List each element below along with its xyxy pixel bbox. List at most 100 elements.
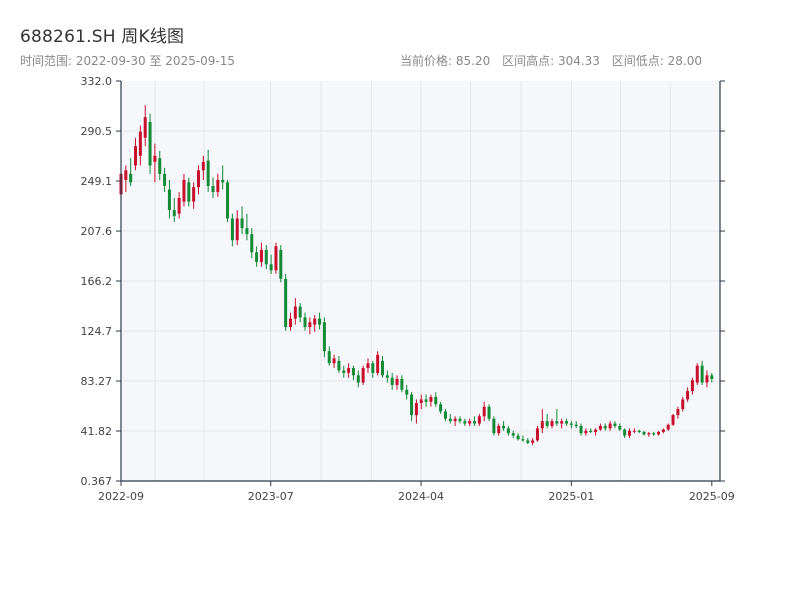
candle [351, 365, 355, 381]
range-end: 2025-09-15 [165, 54, 236, 68]
candle [259, 242, 263, 267]
candle-body [681, 399, 685, 410]
candle [598, 423, 602, 431]
candle [555, 409, 559, 426]
candle [153, 143, 157, 183]
candle-body [569, 423, 573, 425]
candle [414, 399, 418, 424]
candle-body [632, 430, 636, 432]
candle-body [502, 425, 506, 429]
candle-body [196, 170, 200, 188]
candle-body [318, 318, 322, 325]
candle-body [521, 439, 525, 441]
range-label: 时间范围: [20, 54, 73, 68]
candle-body [463, 421, 467, 424]
candle-body [143, 117, 147, 138]
candle-body [124, 170, 128, 180]
candle-body [700, 365, 704, 383]
candle-body [269, 264, 273, 271]
y-tick-label: 290.5 [81, 125, 113, 138]
candle-body [206, 160, 210, 186]
candle [647, 431, 651, 437]
candle-body [250, 234, 254, 253]
candle-body [390, 377, 394, 385]
candle-body [608, 423, 612, 429]
candle [497, 423, 501, 436]
candle-body [337, 360, 341, 371]
candle [550, 418, 554, 429]
candle-body [642, 431, 646, 435]
candle-body [652, 433, 656, 435]
grid-lines [121, 81, 720, 481]
y-tick-label: 124.7 [81, 325, 113, 338]
candle-body [342, 370, 346, 373]
candle [637, 429, 641, 434]
candle [666, 423, 670, 431]
candle-body [240, 218, 244, 229]
candle [138, 125, 142, 166]
candle-body [603, 425, 607, 429]
candle-body [410, 394, 414, 416]
candle [327, 346, 331, 366]
candle [284, 273, 288, 331]
candle-body [429, 397, 433, 402]
candle [182, 173, 186, 207]
candle-body [192, 187, 196, 202]
candle-body [172, 210, 176, 217]
candle-body [671, 415, 675, 425]
candle-body [492, 418, 496, 434]
candle [308, 317, 312, 335]
candle [366, 358, 370, 373]
candle [410, 392, 414, 422]
candle [255, 246, 259, 267]
candle [531, 438, 535, 446]
candle [589, 428, 593, 434]
y-tick-label: 166.2 [81, 275, 113, 288]
candle [303, 312, 307, 331]
candle [158, 150, 162, 180]
candle-body [327, 351, 331, 364]
candle-body [284, 278, 288, 328]
candle-body [361, 368, 365, 383]
candle [395, 375, 399, 390]
candle [545, 413, 549, 429]
candle [477, 413, 481, 426]
candle-body [381, 360, 385, 376]
candle [192, 182, 196, 209]
candle [134, 137, 138, 171]
candle-body [405, 389, 409, 395]
candle [318, 312, 322, 330]
candle-body [594, 429, 598, 432]
candle-body [487, 406, 491, 419]
candle-body [245, 228, 249, 235]
candle [710, 372, 714, 383]
candle [129, 158, 133, 186]
candle-body [274, 246, 278, 271]
candle [163, 167, 167, 192]
candle [574, 421, 578, 429]
candle-body [134, 146, 138, 166]
candle [448, 413, 452, 424]
range-high-label: 区间高点: [502, 54, 555, 68]
x-tick-label: 2023-07 [248, 490, 294, 503]
candle [705, 370, 709, 388]
candle-body [439, 404, 443, 412]
time-range: 时间范围: 2022-09-30 至 2025-09-15 [20, 52, 235, 69]
candle [439, 401, 443, 414]
candle [671, 413, 675, 426]
candle [434, 392, 438, 407]
candle [288, 312, 292, 331]
candle [221, 165, 225, 190]
candle-body [545, 421, 549, 426]
candle [424, 394, 428, 407]
candle-body [657, 431, 661, 435]
candle [676, 406, 680, 419]
candle [385, 370, 389, 383]
candle [584, 428, 588, 436]
candle [681, 397, 685, 412]
candle-body [579, 425, 583, 434]
candle [657, 430, 661, 436]
candle [608, 421, 612, 431]
candle [201, 155, 205, 180]
range-low: 区间低点: 28.00 [612, 54, 702, 68]
